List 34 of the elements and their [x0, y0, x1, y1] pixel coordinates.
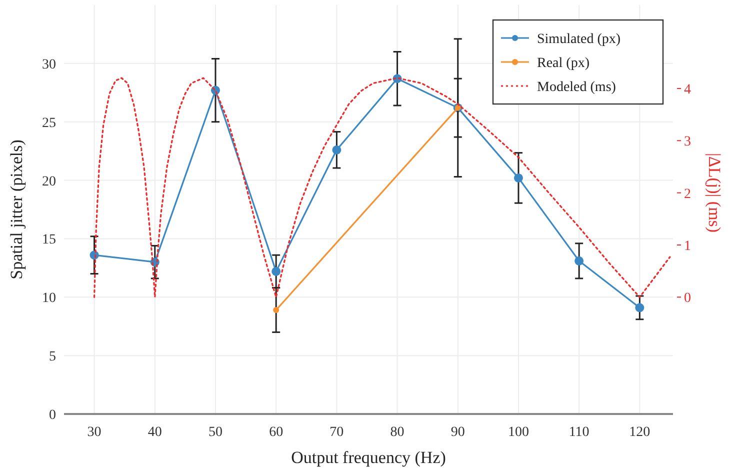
y2-tick-label: 0 [684, 291, 691, 306]
x-tick-label: 70 [330, 425, 344, 440]
x-tick-label: 80 [390, 425, 404, 440]
x-tick-label: 110 [568, 425, 590, 440]
y2-tick-label: 4 [684, 82, 691, 98]
legend-label: Real (px) [537, 56, 590, 71]
point [332, 145, 342, 154]
y-tick-label: 10 [42, 291, 56, 306]
point [574, 256, 584, 266]
point [514, 173, 523, 182]
x-tick-label: 40 [148, 425, 162, 440]
x-tick-label: 30 [87, 425, 102, 440]
y2-tick-label: 2 [684, 186, 691, 202]
y2-axis-title: |ΔL(j)| (ms) [705, 153, 724, 233]
x-tick-label: 60 [269, 425, 284, 440]
y2-tick-label: 1 [684, 238, 691, 254]
x-tick-label: 50 [208, 425, 222, 440]
point [273, 306, 280, 313]
x-tick-label: 90 [450, 425, 465, 440]
y-tick-label: 15 [42, 232, 56, 248]
y-tick-label: 30 [42, 57, 56, 72]
point [635, 303, 644, 312]
y-tick-label: 0 [49, 408, 56, 423]
legend-label: Simulated (px) [537, 32, 621, 47]
y-tick-label: 25 [42, 116, 56, 131]
y-axis-title: Spatial jitter (pixels) [7, 140, 26, 280]
x-tick-label: 100 [508, 425, 529, 440]
y-tick-label: 5 [49, 350, 56, 365]
legend-label: Modeled (ms) [537, 80, 616, 95]
point [272, 266, 281, 276]
y2-tick-label: 3 [684, 134, 691, 150]
x-axis-title: Output frequency (Hz) [291, 448, 446, 467]
y-tick-label: 20 [42, 174, 56, 190]
x-tick-label: 120 [629, 425, 650, 440]
